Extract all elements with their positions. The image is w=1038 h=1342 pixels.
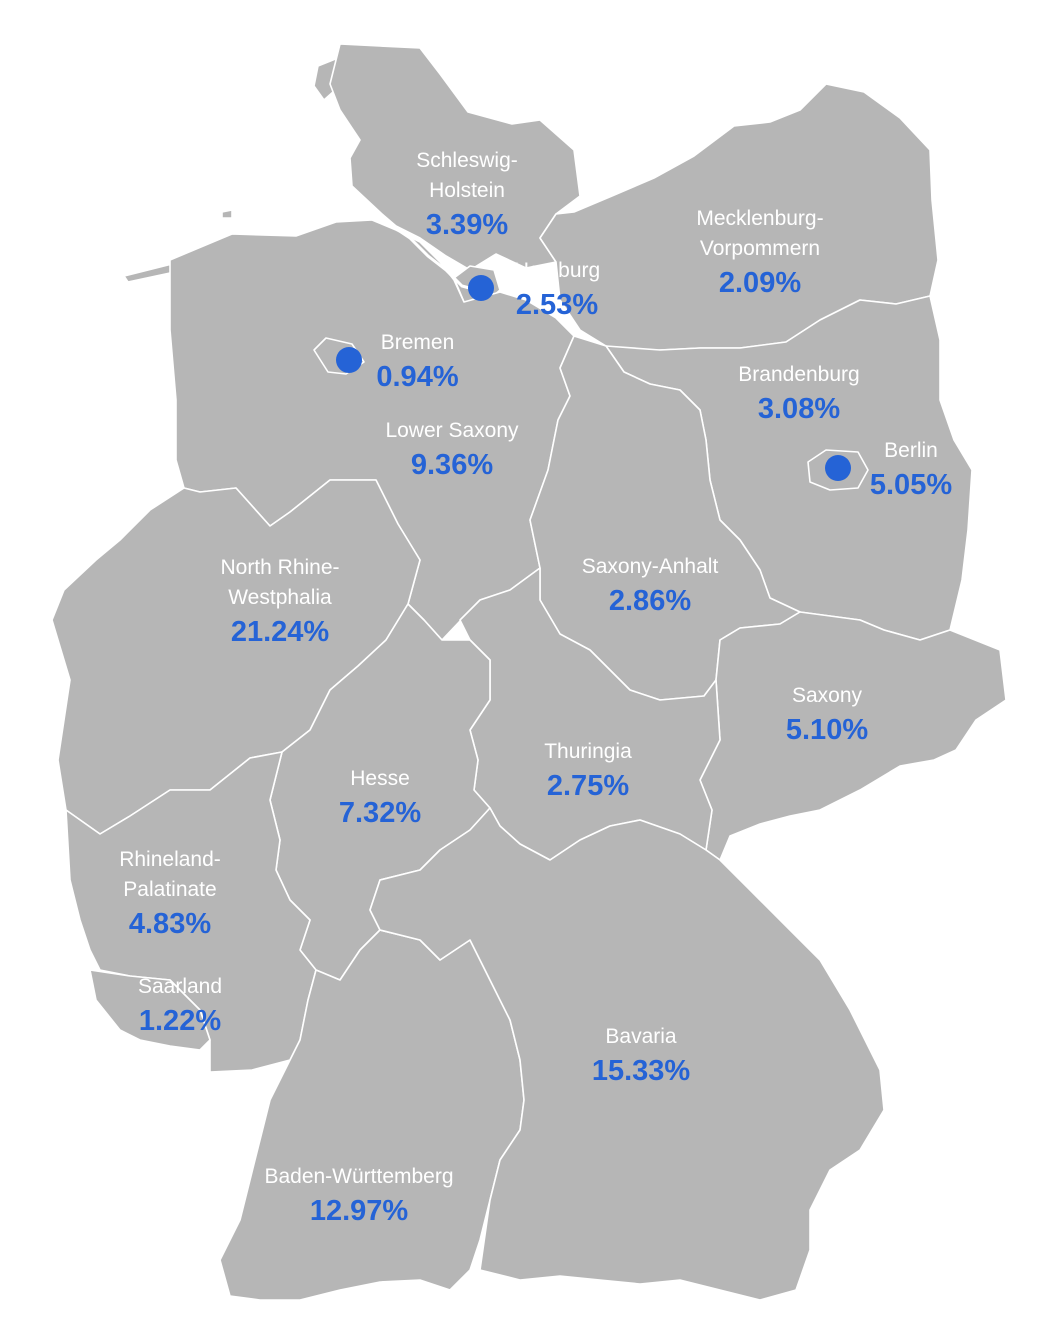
label-saxony-anhalt: Saxony-Anhalt 2.86% [540, 552, 760, 620]
region-schleswig-holstein [329, 43, 581, 271]
label-saxony: Saxony 5.10% [750, 681, 904, 749]
state-name: Hamburg [513, 259, 601, 282]
state-name: Mecklenburg- [696, 207, 824, 230]
label-mecklenburg-vorpommern: Mecklenburg- Vorpommern 2.09% [650, 204, 870, 302]
label-thuringia: Thuringia 2.75% [510, 737, 666, 805]
state-name: Berlin [884, 439, 938, 462]
state-name: Schleswig- [416, 149, 518, 172]
state-percentage: 5.05% [869, 469, 953, 501]
state-percentage: 15.33% [591, 1055, 691, 1087]
state-percentage: 3.08% [757, 393, 841, 425]
label-baden-wurttemberg: Baden-Württemberg 12.97% [228, 1162, 490, 1230]
state-percentage: 5.10% [785, 714, 869, 746]
region-bavaria [369, 807, 885, 1301]
island-heligoland [221, 209, 233, 219]
label-berlin: Berlin 5.05% [855, 436, 967, 504]
state-percentage: 2.75% [546, 770, 630, 802]
state-name: North Rhine- [220, 556, 340, 579]
state-name: Saarland [137, 975, 223, 998]
state-percentage: 4.83% [128, 908, 212, 940]
state-name: Holstein [429, 179, 505, 202]
label-hesse: Hesse 7.32% [305, 764, 455, 832]
state-percentage: 9.36% [410, 449, 494, 481]
state-percentage: 12.97% [309, 1195, 409, 1227]
state-name: Baden-Württemberg [264, 1165, 454, 1188]
state-name: Westphalia [228, 586, 332, 609]
label-saarland: Saarland 1.22% [110, 972, 250, 1040]
region-saarland [89, 969, 211, 1051]
berlin-city-marker [825, 455, 851, 481]
state-percentage: 2.53% [515, 289, 599, 321]
state-percentage: 3.39% [425, 209, 509, 241]
hamburg-city-marker [468, 275, 494, 301]
state-name: Rhineland- [119, 848, 221, 871]
state-percentage: 0.94% [376, 361, 459, 393]
label-schleswig-holstein: Schleswig- Holstein 3.39% [367, 146, 567, 244]
state-name: Bavaria [605, 1025, 677, 1048]
state-name: Palatinate [123, 878, 217, 901]
label-north-rhine-westphalia: North Rhine- Westphalia 21.24% [170, 553, 390, 651]
state-name: Lower Saxony [385, 419, 519, 442]
state-percentage: 21.24% [230, 616, 330, 648]
state-name: Brandenburg [738, 363, 860, 386]
state-percentage: 2.86% [608, 585, 692, 617]
state-name: Bremen [380, 331, 455, 354]
state-name: Saxony-Anhalt [581, 555, 719, 578]
label-lower-saxony: Lower Saxony 9.36% [352, 416, 552, 484]
state-percentage: 1.22% [138, 1005, 222, 1037]
state-percentage: 7.32% [338, 797, 422, 829]
label-rhineland-palatinate: Rhineland- Palatinate 4.83% [80, 845, 260, 943]
state-name: Thuringia [544, 740, 632, 763]
state-name: Saxony [791, 684, 863, 707]
label-bavaria: Bavaria 15.33% [561, 1022, 721, 1090]
state-name: Vorpommern [699, 237, 821, 260]
label-brandenburg: Brandenburg 3.08% [699, 360, 899, 428]
bremen-city-marker [336, 347, 362, 373]
label-hamburg: Hamburg 2.53% [492, 256, 622, 324]
label-bremen: Bremen 0.94% [355, 328, 480, 396]
elbe-river [390, 224, 486, 294]
state-percentage: 2.09% [718, 267, 802, 299]
state-name: Hesse [350, 767, 410, 790]
